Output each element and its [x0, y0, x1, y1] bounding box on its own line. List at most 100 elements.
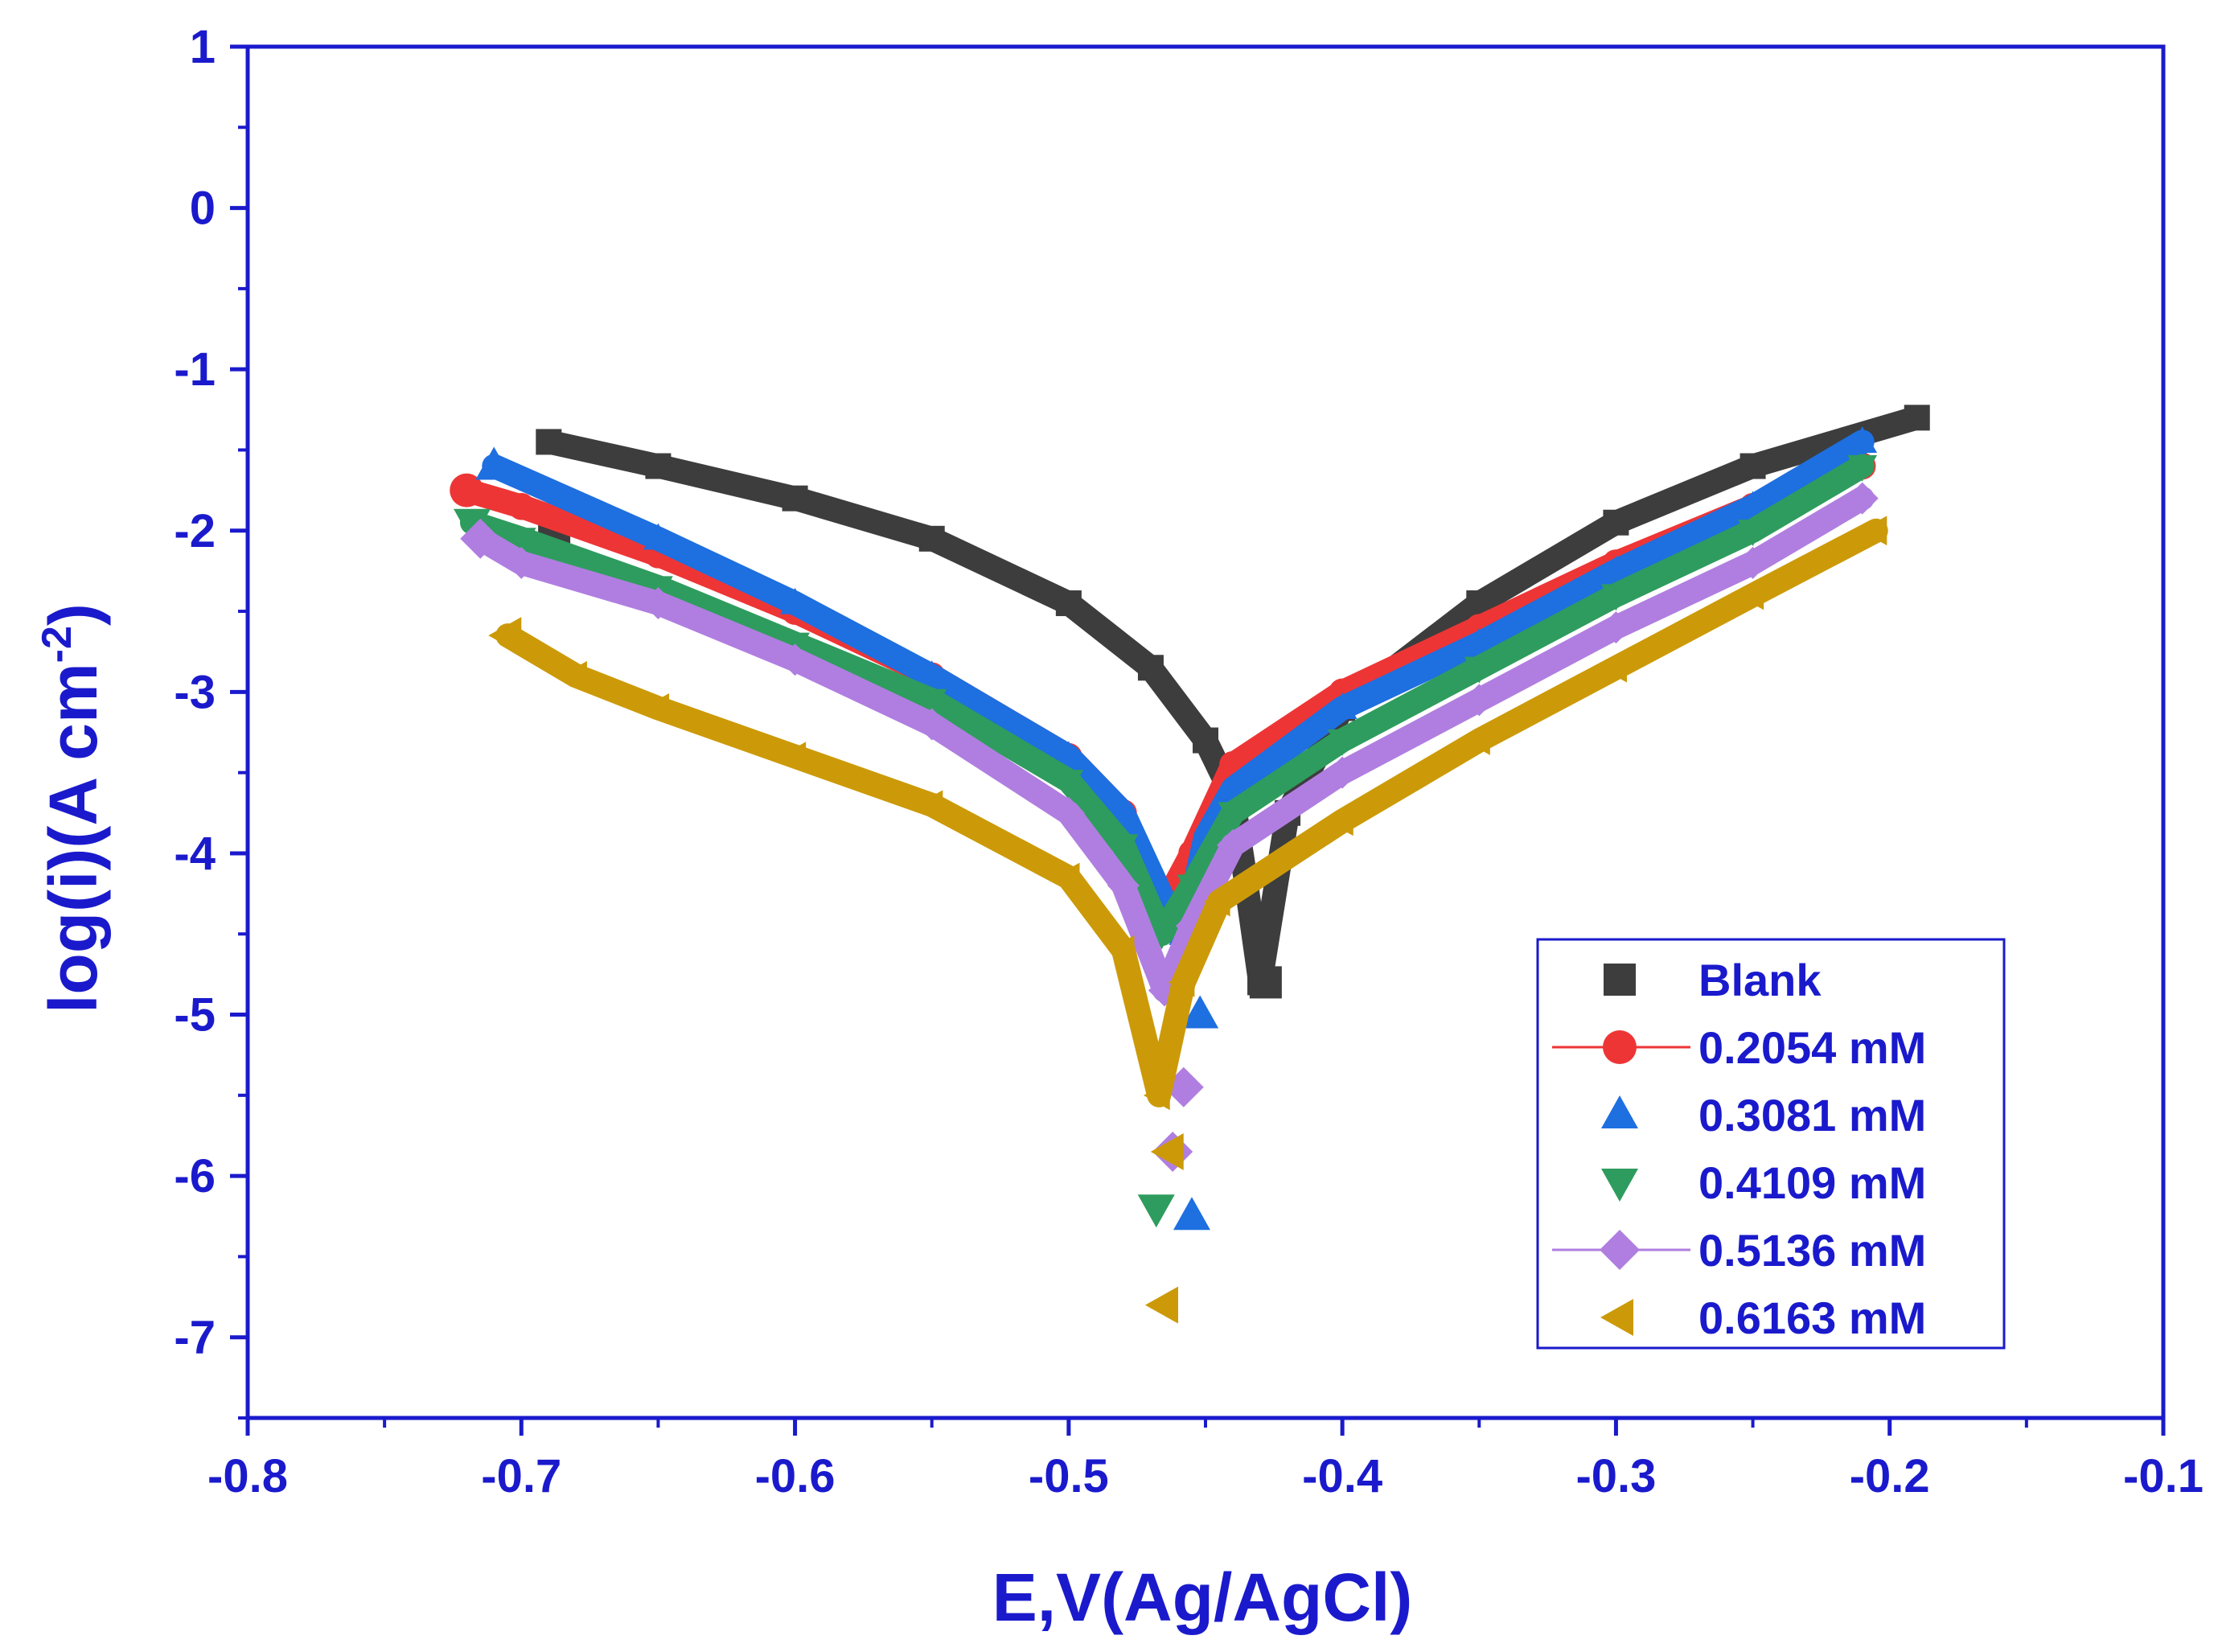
data-point-end — [475, 446, 513, 480]
y-tick-label: -6 — [174, 1150, 216, 1202]
data-point-end — [1137, 1194, 1175, 1228]
legend-marker — [1600, 1299, 1633, 1336]
x-tick-label: -0.1 — [2123, 1450, 2204, 1502]
legend-label: 0.2054 mM — [1698, 1022, 1926, 1073]
data-point — [1846, 482, 1879, 515]
legend-marker — [1600, 1230, 1640, 1270]
legend: Blank 0.2054 mM 0.3081 mM 0.4109 mM 0.5136 m… — [1536, 938, 2006, 1350]
data-point — [1737, 580, 1764, 610]
data-point-end — [1150, 1133, 1184, 1171]
data-point — [1054, 741, 1084, 768]
y-tick-label: -2 — [174, 505, 216, 557]
data-point — [536, 429, 562, 455]
data-point — [916, 790, 943, 820]
data-point — [917, 688, 947, 716]
data-point — [1739, 453, 1766, 479]
y-tick-label: 1 — [190, 21, 216, 73]
y-axis-title-main: log(i)(A cm — [35, 663, 111, 1013]
legend-item: 0.3081 mM — [1601, 1090, 1926, 1140]
data-point — [1464, 725, 1490, 755]
data-point — [1143, 1080, 1170, 1111]
legend-item: 0.4109 mM — [1601, 1157, 1926, 1208]
data-point — [1600, 611, 1633, 644]
data-point — [505, 546, 538, 579]
data-point — [1326, 806, 1353, 836]
data-point — [1736, 546, 1769, 579]
x-tick-label: -0.3 — [1575, 1450, 1656, 1502]
legend-label: 0.3081 mM — [1698, 1090, 1926, 1140]
data-point — [1218, 773, 1248, 800]
data-point — [1738, 520, 1768, 546]
data-point — [1177, 874, 1207, 902]
data-point — [918, 525, 945, 552]
data-point — [1217, 828, 1250, 861]
y-axis: 1 0 -1 -2 -3 -4 -5 -6 -7 — [174, 21, 248, 1420]
data-point — [1464, 627, 1494, 655]
y-tick-label: 0 — [190, 183, 216, 235]
x-tick-label: -0.8 — [207, 1450, 288, 1502]
legend-label: 0.5136 mM — [1698, 1225, 1926, 1276]
data-point — [1327, 692, 1357, 720]
data-point — [1052, 796, 1085, 829]
data-point-end — [1249, 966, 1282, 999]
data-point — [1203, 886, 1230, 917]
data-point — [1601, 555, 1631, 582]
data-point — [643, 523, 673, 550]
legend-label: 0.6163 mM — [1698, 1292, 1926, 1343]
data-point-end — [1144, 1286, 1178, 1324]
data-point — [561, 660, 587, 691]
plot-area — [245, 44, 2166, 1420]
legend-item: Blank — [1604, 955, 1822, 1005]
legend-item: 0.6163 mM — [1600, 1292, 1926, 1343]
x-axis-title: E,V(Ag/AgCl) — [992, 1560, 1413, 1635]
data-point — [1137, 655, 1164, 681]
legend-label: Blank — [1698, 955, 1822, 1005]
series-6 — [488, 516, 1888, 1324]
data-point — [1108, 797, 1139, 824]
y-axis-title-sup: -2 — [34, 626, 80, 663]
data-point — [1904, 405, 1930, 431]
y-axis-title: log(i)(A cm-2) — [34, 603, 111, 1013]
x-tick-label: -0.7 — [481, 1450, 561, 1502]
data-point-end — [454, 508, 491, 542]
data-point — [1107, 935, 1135, 965]
data-point-end — [1181, 995, 1219, 1029]
series-4 — [454, 454, 1878, 1228]
data-point — [1847, 454, 1878, 482]
legend-item: 0.2054 mM — [1552, 1022, 1926, 1073]
legend-marker — [1601, 1169, 1638, 1202]
data-point — [1055, 590, 1082, 617]
x-axis: -0.8 -0.7 -0.6 -0.5 -0.4 -0.3 -0.2 -0.1 — [207, 1418, 2204, 1502]
legend-marker — [1601, 1095, 1638, 1128]
legend-label: 0.4109 mM — [1698, 1157, 1926, 1208]
data-point — [645, 453, 672, 479]
data-point — [1603, 509, 1629, 536]
x-tick-label: -0.5 — [1029, 1450, 1109, 1502]
x-tick-label: -0.6 — [755, 1450, 836, 1502]
series-1 — [536, 405, 1930, 999]
legend-marker — [1603, 1030, 1637, 1064]
y-tick-label: -7 — [174, 1312, 216, 1364]
data-point — [1463, 684, 1496, 717]
data-point — [1107, 869, 1140, 902]
data-point — [1193, 727, 1218, 754]
data-point-end — [488, 617, 522, 655]
y-tick-label: -5 — [174, 989, 216, 1042]
data-point — [1053, 862, 1080, 893]
y-tick-label: -4 — [174, 828, 216, 880]
data-point — [1327, 729, 1357, 756]
data-point — [1860, 516, 1887, 546]
data-point-end — [450, 473, 484, 508]
data-point — [1147, 923, 1177, 950]
y-axis-title-close: ) — [35, 603, 111, 626]
data-point — [780, 587, 810, 614]
data-point — [642, 587, 675, 620]
data-point — [1738, 491, 1768, 518]
data-point — [1168, 968, 1195, 997]
legend-item: 0.5136 mM — [1552, 1225, 1926, 1276]
data-point — [1108, 834, 1139, 861]
series-5 — [460, 482, 1879, 1173]
legend-marker — [1604, 964, 1636, 996]
data-point — [779, 742, 807, 771]
data-point — [1601, 584, 1631, 611]
